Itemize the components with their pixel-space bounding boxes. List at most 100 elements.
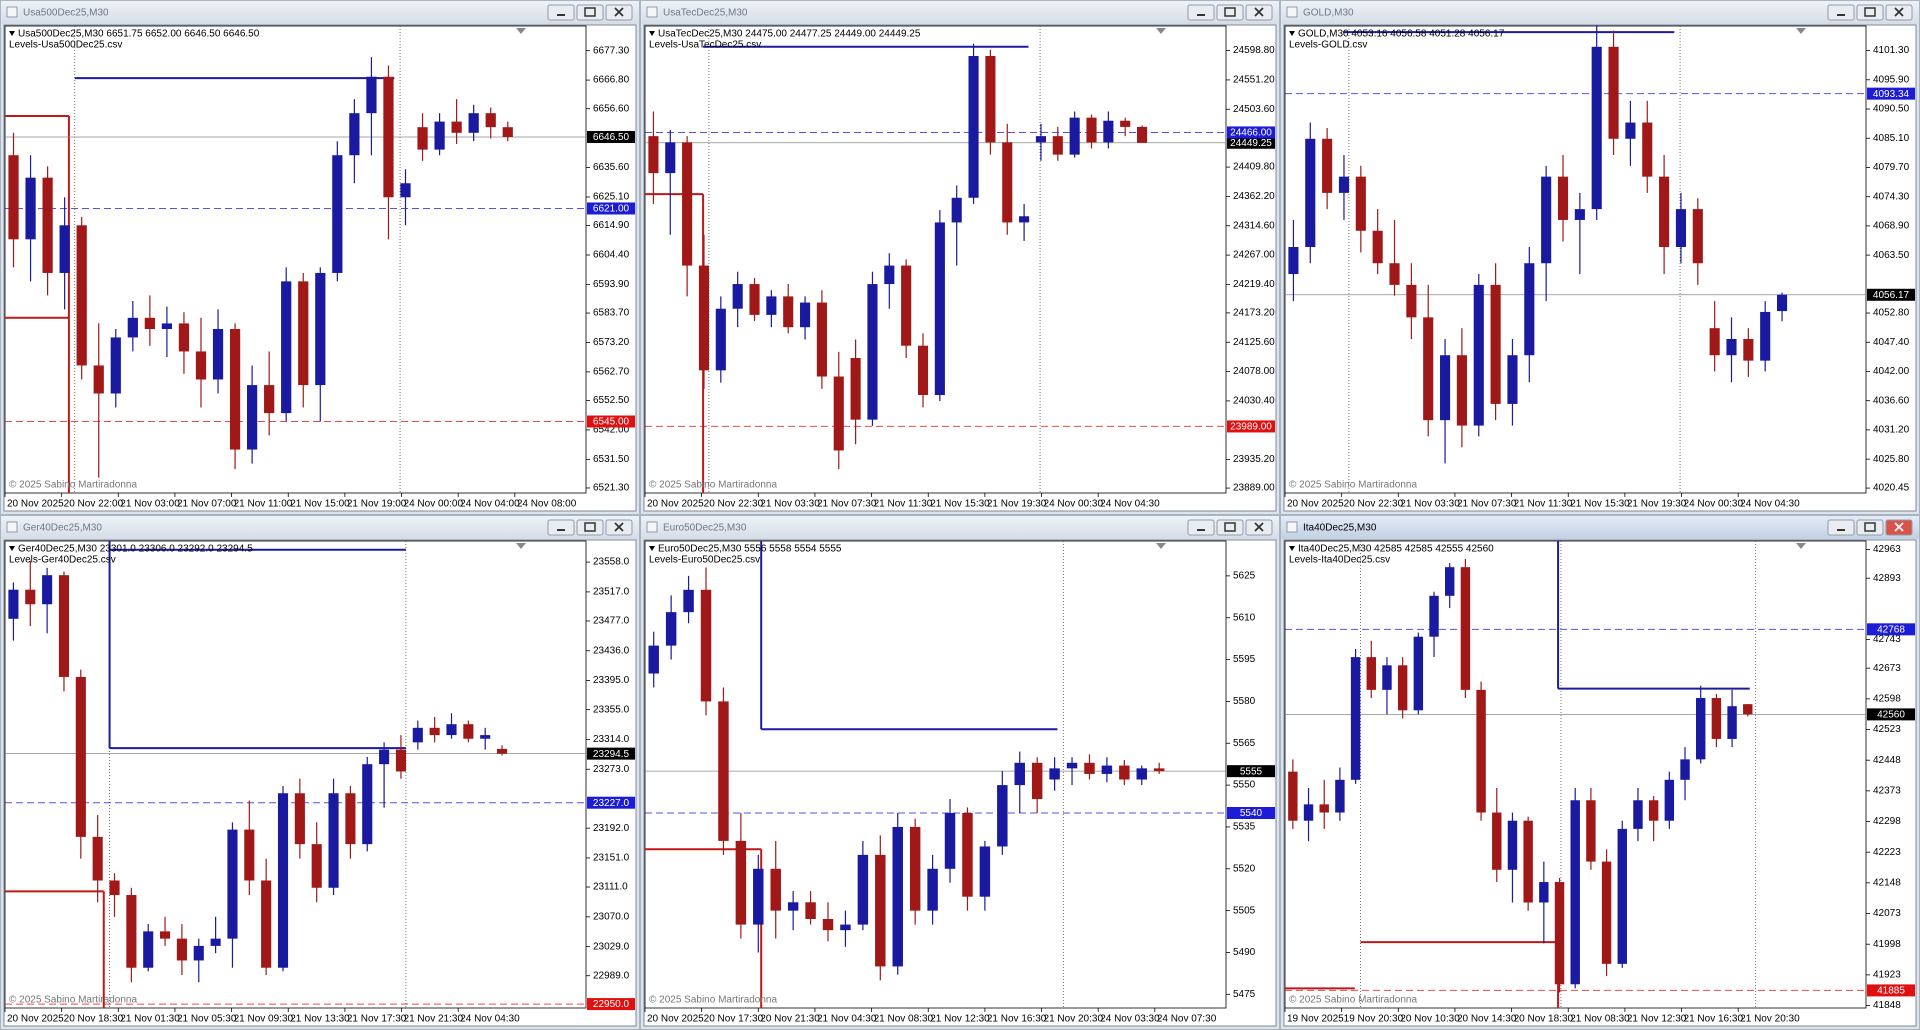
y-tick-label: 6531.50 bbox=[593, 454, 630, 465]
y-tick-label: 24551.20 bbox=[1233, 75, 1275, 86]
y-tick-label: 42893 bbox=[1873, 573, 1901, 584]
candle-body bbox=[1069, 117, 1080, 155]
x-tick-label: 20 Nov 2025 bbox=[647, 499, 704, 510]
chart-shift-marker bbox=[1796, 28, 1806, 34]
candle-body bbox=[8, 589, 19, 619]
candle-body bbox=[1355, 176, 1366, 231]
candle-body bbox=[8, 155, 19, 240]
candle-body bbox=[332, 155, 343, 273]
y-tick-label: 4063.50 bbox=[1873, 250, 1910, 261]
maximize-button[interactable] bbox=[1216, 4, 1244, 21]
minimize-button[interactable] bbox=[1827, 519, 1855, 536]
candle-body bbox=[816, 302, 827, 377]
minimize-button[interactable] bbox=[547, 4, 575, 21]
candle-body bbox=[349, 113, 360, 156]
maximize-button[interactable] bbox=[576, 4, 604, 21]
window-icon bbox=[646, 6, 658, 18]
window-icon bbox=[646, 521, 658, 533]
maximize-icon bbox=[584, 522, 596, 532]
minimize-button[interactable] bbox=[1827, 4, 1855, 21]
candle-body bbox=[962, 812, 973, 897]
candle-body bbox=[1101, 765, 1113, 774]
y-tick-label: 4052.80 bbox=[1873, 308, 1910, 319]
y-tick-label: 6593.90 bbox=[593, 279, 630, 290]
price-label-box bbox=[587, 415, 635, 428]
candle-body bbox=[143, 931, 154, 968]
candle-body bbox=[193, 945, 204, 961]
candle-body bbox=[1711, 698, 1722, 739]
candle-body bbox=[753, 868, 764, 925]
y-tick-label: 6542.00 bbox=[593, 425, 630, 436]
close-icon bbox=[1254, 7, 1264, 17]
window-icon bbox=[6, 521, 18, 533]
x-tick-label: 21 Nov 08:30 bbox=[874, 1014, 934, 1025]
candle-body bbox=[1350, 657, 1361, 780]
candle-body bbox=[496, 748, 508, 754]
maximize-button[interactable] bbox=[1856, 4, 1884, 21]
x-tick-label: 21 Nov 11:00 bbox=[234, 499, 293, 510]
candle-body bbox=[909, 826, 921, 911]
candle-body bbox=[345, 793, 356, 845]
y-tick-label: 23029.0 bbox=[593, 941, 630, 952]
y-tick-label: 42673 bbox=[1873, 663, 1901, 674]
price-label-box bbox=[1867, 984, 1915, 997]
candle-body bbox=[294, 793, 305, 845]
candle-body bbox=[683, 589, 694, 613]
chart-header: Ita40Dec25,M30 42585 42585 42555 42560 bbox=[1298, 544, 1494, 555]
maximize-button[interactable] bbox=[1216, 519, 1244, 536]
candle-body bbox=[1372, 230, 1383, 264]
x-tick-label: 24 Nov 04:30 bbox=[1740, 499, 1800, 510]
maximize-icon bbox=[1224, 7, 1236, 17]
chart-area bbox=[643, 539, 1277, 1027]
candle-body bbox=[1002, 142, 1013, 223]
y-tick-label: 4020.45 bbox=[1873, 483, 1910, 494]
y-tick-label: 23151.0 bbox=[593, 853, 630, 864]
y-tick-label: 5475 bbox=[1233, 989, 1256, 1000]
candle-body bbox=[875, 854, 886, 967]
candle-body bbox=[176, 938, 187, 961]
x-tick-label: 21 Nov 16:30 bbox=[1684, 1014, 1744, 1025]
y-tick-label: 5595 bbox=[1233, 654, 1256, 665]
candle-body bbox=[1440, 355, 1451, 421]
candle-body bbox=[400, 183, 411, 198]
y-tick-label: 6666.80 bbox=[593, 75, 630, 86]
candle-body bbox=[833, 376, 844, 451]
x-tick-label: 21 Nov 15:00 bbox=[290, 499, 350, 510]
maximize-button[interactable] bbox=[1856, 519, 1884, 536]
x-tick-label: 24 Nov 00:00 bbox=[404, 499, 464, 510]
candle-body bbox=[1305, 138, 1316, 247]
candle-body bbox=[770, 868, 781, 911]
candle-body bbox=[451, 121, 462, 133]
y-tick-label: 42743 bbox=[1873, 634, 1901, 645]
candle-body bbox=[1382, 665, 1392, 690]
candle-body bbox=[648, 136, 659, 174]
candle-body bbox=[1460, 567, 1471, 690]
candle-body bbox=[1541, 176, 1552, 264]
candle-body bbox=[1049, 768, 1060, 780]
candle-body bbox=[1675, 209, 1687, 247]
y-tick-label: 23314.0 bbox=[593, 734, 630, 745]
candle-body bbox=[366, 76, 377, 114]
y-tick-label: 5625 bbox=[1233, 571, 1256, 582]
candle-body bbox=[1086, 117, 1097, 143]
x-tick-label: 21 Nov 20:30 bbox=[1740, 1014, 1800, 1025]
minimize-button[interactable] bbox=[1187, 4, 1215, 21]
candle-body bbox=[463, 724, 474, 739]
candle-body bbox=[247, 385, 258, 450]
y-tick-label: 4042.00 bbox=[1873, 366, 1910, 377]
plot-frame bbox=[1284, 25, 1867, 494]
candle-body bbox=[698, 265, 710, 371]
candle-body bbox=[934, 222, 945, 396]
minimize-button[interactable] bbox=[547, 519, 575, 536]
x-tick-label: 21 Nov 15:30 bbox=[930, 499, 990, 510]
window-icon bbox=[1286, 521, 1298, 533]
candle-body bbox=[884, 265, 895, 285]
candle-body bbox=[485, 113, 496, 128]
candle-body bbox=[126, 895, 137, 968]
close-icon bbox=[614, 522, 624, 532]
y-tick-label: 6521.30 bbox=[593, 483, 630, 494]
candle-body bbox=[1625, 122, 1636, 139]
maximize-button[interactable] bbox=[576, 519, 604, 536]
x-tick-label: 20 Nov 2025 bbox=[647, 1014, 704, 1025]
minimize-button[interactable] bbox=[1187, 519, 1215, 536]
